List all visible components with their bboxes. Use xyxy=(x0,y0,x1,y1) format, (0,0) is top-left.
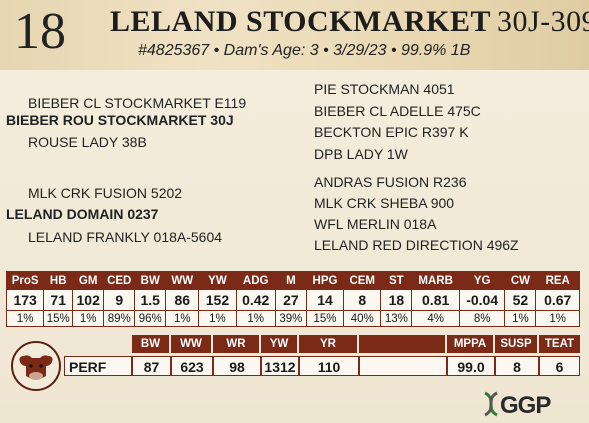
epd-percentile: 4% xyxy=(411,310,460,327)
epd-value: 1.5 xyxy=(134,289,167,311)
lot-number: 18 xyxy=(14,3,66,60)
epd-percentile: 1% xyxy=(165,310,200,327)
epd-header: BW xyxy=(134,271,167,290)
epd-value: 18 xyxy=(380,289,413,311)
epd-value: 9 xyxy=(103,289,136,311)
perf-value: 98 xyxy=(213,356,261,376)
epd-value: 173 xyxy=(5,289,45,311)
epd-header: REA xyxy=(535,271,580,290)
epd-header: GM xyxy=(72,271,105,290)
sire-dam-dam: DPB LADY 1W xyxy=(314,146,408,162)
dam-sire-sire: ANDRAS FUSION R236 xyxy=(314,174,467,190)
perf-header: WR xyxy=(213,335,259,353)
epd-header: M xyxy=(274,271,307,290)
perf-header: TEAT xyxy=(539,335,580,353)
sire-sire-dam: BIEBER CL ADELLE 475C xyxy=(314,103,481,119)
epd-value: -0.04 xyxy=(458,289,506,311)
epd-value: 0.42 xyxy=(235,289,276,311)
epd-header: HB xyxy=(43,271,74,290)
epd-header: YW xyxy=(198,271,237,290)
epd-header: MARB xyxy=(411,271,460,290)
perf-value: 110 xyxy=(299,356,359,376)
dna-icon xyxy=(484,391,498,417)
epd-header: ST xyxy=(380,271,413,290)
epd-value: 71 xyxy=(43,289,74,311)
epd-value: 102 xyxy=(72,289,105,311)
epd-value: 27 xyxy=(274,289,307,311)
perf-value: 99.0 xyxy=(447,356,495,376)
red-angus-logo-icon xyxy=(11,341,61,391)
animal-name-text: LELAND STOCKMARKET xyxy=(110,5,492,38)
epd-percentile: 1% xyxy=(5,310,45,327)
epd-value: 14 xyxy=(305,289,345,311)
perf-header-spacer xyxy=(359,335,445,353)
epd-header: WW xyxy=(165,271,200,290)
epd-value: 8 xyxy=(343,289,382,311)
epd-percentile: 8% xyxy=(458,310,506,327)
dam-sire: MLK CRK FUSION 5202 xyxy=(28,185,183,201)
perf-value: 623 xyxy=(171,356,213,376)
epd-percentile: 96% xyxy=(134,310,167,327)
epd-value: 0.81 xyxy=(411,289,460,311)
epd-percentile: 1% xyxy=(198,310,237,327)
epd-value-row: 173 71 102 9 1.5 86 152 0.42 27 14 8 18 … xyxy=(5,289,580,311)
perf-spacer xyxy=(359,356,447,376)
sire-dam: ROUSE LADY 38B xyxy=(28,134,147,150)
perf-header: WW xyxy=(171,335,211,353)
sire: BIEBER ROU STOCKMARKET 30J xyxy=(6,112,234,128)
perf-header: SUSP xyxy=(495,335,537,353)
epd-percentile-row: 1% 15% 1% 89% 96% 1% 1% 1% 39% 15% 40% 1… xyxy=(5,310,580,327)
epd-percentile: 40% xyxy=(343,310,382,327)
epd-header: ProS xyxy=(5,271,45,290)
perf-value: 6 xyxy=(539,356,580,376)
registration-id: 30J-3095 xyxy=(497,5,589,38)
epd-percentile: 1% xyxy=(535,310,580,327)
dam-dam: LELAND FRANKLY 018A-5604 xyxy=(28,229,223,245)
sire-sire-sire: PIE STOCKMAN 4051 xyxy=(314,81,455,97)
epd-percentile: 1% xyxy=(72,310,105,327)
perf-header: YW xyxy=(261,335,297,353)
epd-percentile: 15% xyxy=(43,310,74,327)
epd-percentile: 13% xyxy=(380,310,413,327)
epd-percentile: 1% xyxy=(235,310,276,327)
perf-value: 1312 xyxy=(261,356,299,376)
epd-header-row: ProS HB GM CED BW WW YW ADG M HPG CEM ST… xyxy=(5,271,580,290)
dam-dam-sire: WFL MERLIN 018A xyxy=(314,216,437,232)
epd-header: HPG xyxy=(305,271,345,290)
epd-header: ADG xyxy=(235,271,276,290)
epd-header: CW xyxy=(504,271,537,290)
epd-value: 86 xyxy=(165,289,200,311)
perf-value: 87 xyxy=(132,356,171,376)
epd-header: YG xyxy=(458,271,506,290)
epd-value: 152 xyxy=(198,289,237,311)
dam: LELAND DOMAIN 0237 xyxy=(6,206,159,222)
perf-label: PERF xyxy=(64,356,132,376)
perf-header: MPPA xyxy=(447,335,493,353)
epd-header: CEM xyxy=(343,271,382,290)
epd-percentile: 1% xyxy=(504,310,537,327)
epd-table: ProS HB GM CED BW WW YW ADG M HPG CEM ST… xyxy=(5,271,580,327)
perf-header: YR xyxy=(299,335,357,353)
ggp-brand: GGP xyxy=(500,392,551,419)
epd-header: CED xyxy=(103,271,136,290)
epd-value: 52 xyxy=(504,289,537,311)
epd-percentile: 15% xyxy=(305,310,345,327)
dam-sire-dam: MLK CRK SHEBA 900 xyxy=(314,195,455,211)
sire-sire: BIEBER CL STOCKMARKET E119 xyxy=(28,95,247,111)
perf-value: 8 xyxy=(495,356,539,376)
sire-dam-sire: BECKTON EPIC R397 K xyxy=(314,124,469,140)
registration-details: #4825367 • Dam's Age: 3 • 3/29/23 • 99.9… xyxy=(138,42,471,59)
perf-header: BW xyxy=(132,335,169,353)
epd-value: 0.67 xyxy=(535,289,580,311)
epd-percentile: 89% xyxy=(103,310,136,327)
dam-dam-dam: LELAND RED DIRECTION 496Z xyxy=(314,237,519,253)
epd-percentile: 39% xyxy=(274,310,307,327)
